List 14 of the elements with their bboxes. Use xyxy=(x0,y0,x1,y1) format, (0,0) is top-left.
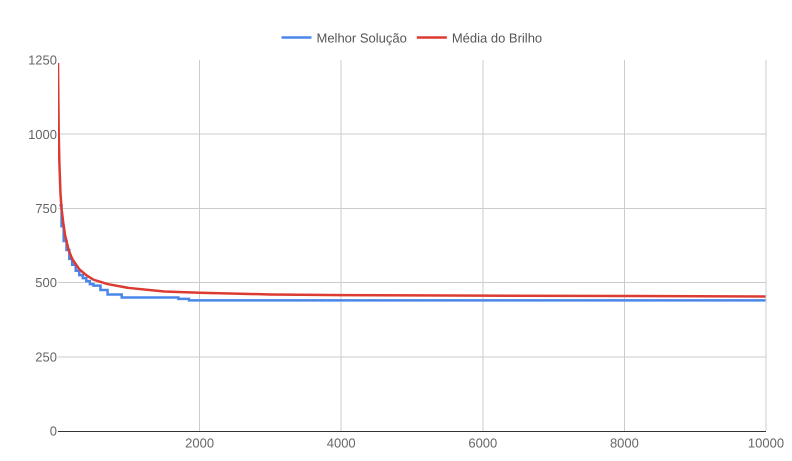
y-tick-label: 750 xyxy=(35,200,57,216)
y-tick-label: 0 xyxy=(50,424,57,439)
y-tick-label: 500 xyxy=(35,275,57,290)
x-tick-label: 4000 xyxy=(326,436,356,451)
y-tick-label: 250 xyxy=(35,349,57,364)
x-tick-label: 2000 xyxy=(185,436,214,451)
x-tick-label: 8000 xyxy=(610,436,639,451)
legend-label: Melhor Solução xyxy=(316,30,407,46)
line-series xyxy=(58,62,766,298)
y-tick-label: 1250 xyxy=(28,52,57,68)
x-tick-label: 10000 xyxy=(748,436,784,451)
legend-label: Média do Brilho xyxy=(452,30,542,46)
y-tick-label: 1000 xyxy=(28,126,57,142)
x-tick-label: 6000 xyxy=(468,436,498,451)
